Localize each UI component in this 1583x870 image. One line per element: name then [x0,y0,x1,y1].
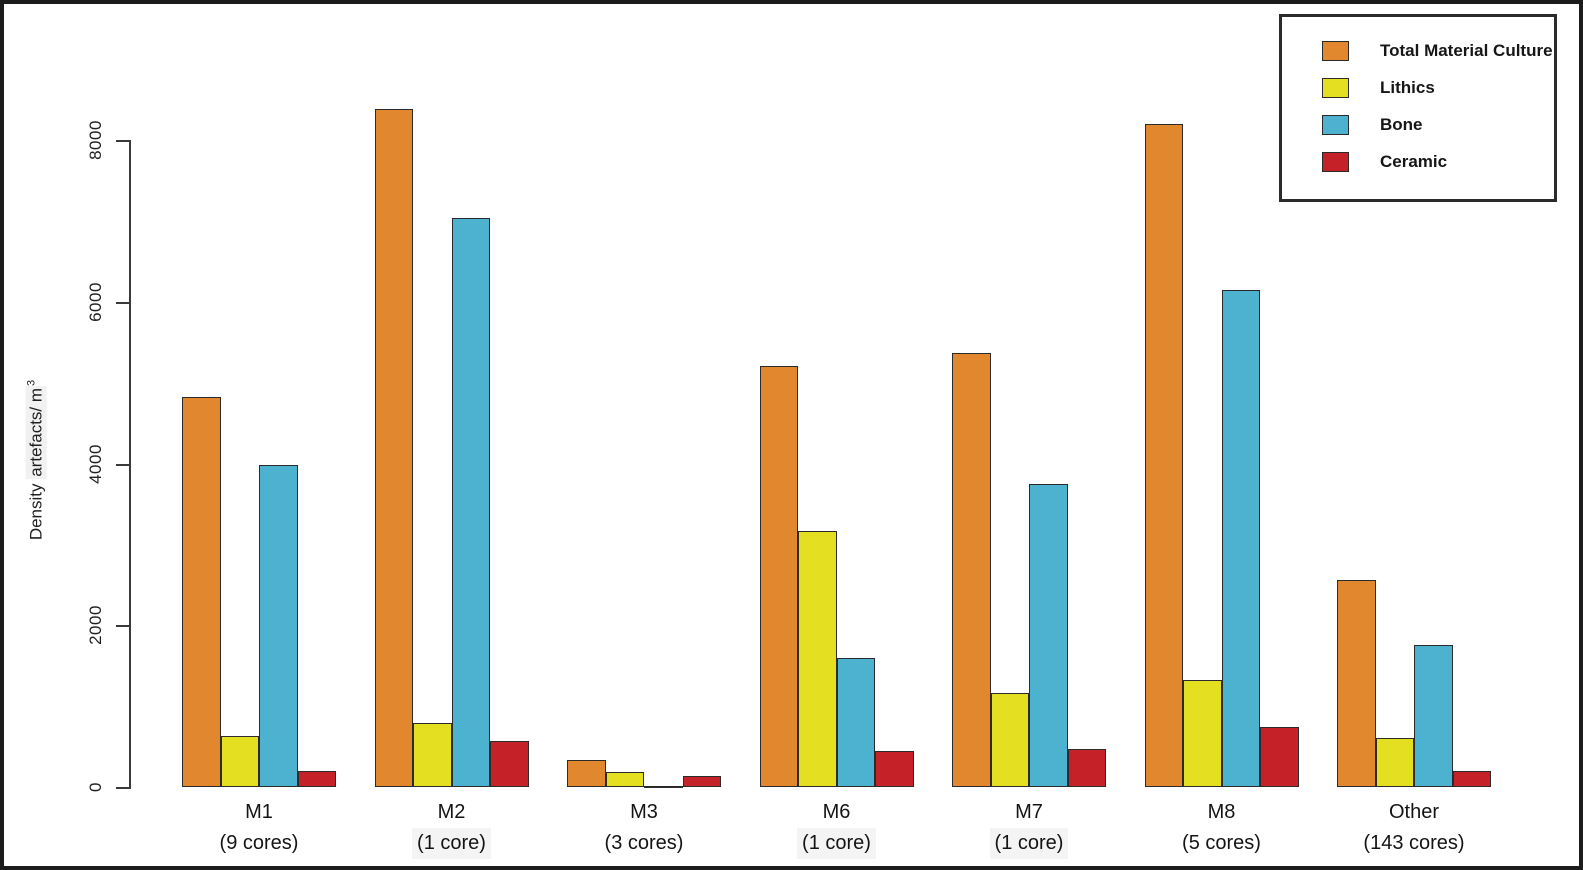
bone-bar-m6 [836,658,875,787]
ceramic-bar-m6 [875,750,914,787]
total-material-culture-bar-other [1337,579,1376,787]
y-axis-title-highlighted: artefacts/ m [25,385,47,479]
x-label-name: M8 [1207,801,1236,823]
legend-swatch-icon [1322,78,1349,98]
legend-label: Lithics [1380,78,1435,97]
x-label-name: M3 [630,801,658,823]
total-material-culture-bar-m7 [952,352,991,787]
x-label-name: M1 [245,801,273,823]
y-axis-title-prefix: Density [26,478,46,541]
lithics-bar-m6 [798,531,837,787]
legend-item-ceramic: Ceramic [1322,152,1554,172]
bar-chart: Density artefacts/ m3 0 2000 4000 6000 8000 … [4,4,1579,866]
x-label-cores: (1 core) [797,828,876,859]
x-label-m3: M3 (3 cores) [549,797,739,859]
legend-item-total-material-culture: Total Material Culture [1322,41,1554,61]
y-tick-label-0: 0 [86,782,105,792]
x-label-m6: M6 (1 core) [742,797,932,859]
lithics-bar-other [1375,737,1414,787]
y-tick-label-8000: 8000 [86,120,105,160]
x-label-m8: M8 (5 cores) [1127,797,1317,859]
lithics-bar-m3 [605,771,644,787]
x-label-cores: (3 cores) [604,832,684,854]
bone-bar-m7 [1029,483,1068,787]
x-label-m7: M7 (1 core) [934,797,1124,859]
y-tick-2000 [116,625,129,628]
total-material-culture-bar-m2 [374,109,413,787]
y-tick-0 [116,787,129,789]
bone-bar-m3 [644,785,683,788]
x-label-cores: (9 cores) [219,832,299,854]
y-tick-label-2000: 2000 [86,605,105,646]
bone-bar-m1 [259,465,298,787]
bone-bar-m2 [451,217,490,787]
lithics-bar-m2 [413,722,452,787]
ceramic-bar-m7 [1067,748,1106,787]
legend-swatch-icon [1322,152,1349,172]
total-material-culture-bar-m8 [1144,123,1183,787]
lithics-bar-m1 [220,736,259,787]
legend-item-bone: Bone [1322,115,1554,135]
total-material-culture-bar-m3 [567,760,606,787]
ceramic-bar-other [1452,771,1491,787]
ceramic-bar-m3 [682,775,721,787]
y-tick-8000 [116,140,129,142]
ceramic-bar-m8 [1260,727,1299,787]
y-tick-label-4000: 4000 [86,443,105,484]
total-material-culture-bar-m1 [182,397,221,787]
ceramic-bar-m2 [490,740,529,787]
y-tick-label-6000: 6000 [86,281,105,322]
x-label-cores: (5 cores) [1182,832,1261,854]
legend-swatch-icon [1322,41,1349,61]
x-label-cores: (143 cores) [1363,832,1465,854]
y-axis-title-superscript: 3 [25,379,38,386]
bone-bar-m8 [1221,289,1260,787]
bone-bar-other [1414,645,1453,787]
legend-swatch-icon [1322,115,1349,135]
x-label-cores: (1 core) [989,828,1069,859]
legend-items: Total Material Culture Lithics Bone Ceramic [1322,41,1554,172]
y-axis-line [129,140,131,789]
legend-item-lithics: Lithics [1322,78,1554,98]
x-label-name: Other [1388,801,1440,823]
x-label-other: Other (143 cores) [1319,797,1509,859]
x-label-name: M7 [1015,801,1043,823]
legend: Total Material Culture Lithics Bone Ceramic [1279,14,1557,202]
x-label-name: M6 [822,801,851,823]
ceramic-bar-m1 [297,771,336,787]
legend-label: Ceramic [1380,152,1448,171]
lithics-bar-m7 [990,693,1029,787]
y-tick-4000 [116,463,129,466]
legend-label: Bone [1380,115,1423,134]
x-label-cores: (1 core) [412,828,491,859]
x-label-m2: M2 (1 core) [357,797,547,859]
total-material-culture-bar-m6 [759,366,798,787]
y-tick-6000 [116,301,129,304]
legend-label: Total Material Culture [1380,41,1553,60]
lithics-bar-m8 [1183,680,1222,787]
x-label-name: M2 [437,801,466,823]
y-axis-title: Density artefacts/ m3 [25,379,47,541]
x-label-m1: M1 (9 cores) [164,797,354,859]
